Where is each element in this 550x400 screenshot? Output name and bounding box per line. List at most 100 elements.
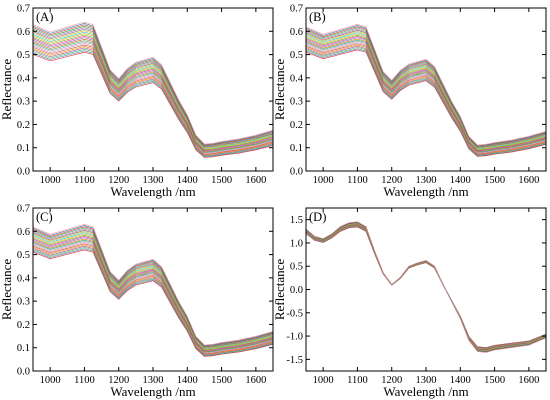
y-tick-label: 0.2 [290,120,303,131]
panel-label: (C) [36,210,53,224]
y-tick-label: 0.0 [17,367,30,378]
x-axis-title: Wavelength /nm [383,384,468,399]
spectrum-line [33,50,273,158]
panel-label: (B) [309,10,326,24]
x-tick-label: 1100 [74,375,95,386]
spectrum-line [33,23,273,145]
y-axis-title: Reflectance [0,259,14,321]
y-tick-label: 0.3 [17,297,30,308]
spectrum-line [33,244,273,355]
y-tick-label: 0.7 [290,4,303,15]
x-tick-label: 1000 [40,175,61,186]
x-tick-label: 1400 [450,375,471,386]
y-axis-title: Reflectance [272,59,287,121]
spectrum-line [306,225,546,349]
y-tick-label: 0.6 [17,27,30,38]
spectrum-line [306,44,546,155]
spectrum-line [306,32,546,150]
spectrum-line [33,228,273,348]
panel-c: 1000 1100 1200 1300 1400 1500 1600 0.0 0.1 0.2 0.3… [0,204,274,399]
spectrum-line [306,224,546,350]
y-tick-label: 0.5 [290,262,303,273]
spectrum-line [33,47,273,156]
spectrum-line [306,48,546,157]
spectra-group [306,221,546,353]
spectrum-line [33,31,273,149]
spectrum-line [306,49,546,157]
spectrum-line [33,243,273,355]
y-tick-label: 0.2 [17,120,30,131]
spectrum-line [33,43,273,154]
spectra-group [306,23,546,157]
y-tick-label: 0.2 [17,320,30,331]
spectrum-line [33,245,273,356]
spectrum-line [33,248,273,357]
spectrum-line [33,51,273,158]
spectrum-line [33,24,273,146]
spectrum-line [306,226,546,348]
spectrum-line [306,36,546,151]
spectra-group [33,21,273,158]
y-axis-title: Reflectance [272,259,287,321]
x-tick-label: 1100 [74,175,95,186]
y-tick-label: 0.1 [290,143,303,154]
spectrum-line [33,46,273,156]
spectrum-line [306,224,546,350]
spectrum-line [33,238,273,352]
y-tick-label: 0.0 [17,167,30,178]
spectrum-line [33,230,273,349]
spectrum-line [33,40,273,153]
spectrum-line [33,237,273,352]
spectrum-line [33,33,273,150]
spectrum-line [306,43,546,155]
spectrum-line [306,33,546,150]
x-tick-label: 1000 [313,375,334,386]
x-tick-label: 1600 [245,375,266,386]
spectrum-line [306,28,546,148]
x-tick-label: 1400 [177,175,198,186]
spectrum-line [306,26,546,147]
spectrum-line [306,225,546,349]
spectrum-line [306,23,546,146]
panel-label: (A) [36,10,53,24]
y-tick-label: -1.5 [286,355,303,366]
spectrum-line [306,226,546,349]
y-tick-label: 0.5 [17,250,30,261]
spectrum-line [306,42,546,154]
spectrum-line [33,226,273,347]
x-tick-label: 1100 [347,175,368,186]
spectrum-line [306,221,546,353]
spectrum-line [306,221,546,353]
x-axis-title: Wavelength /nm [110,184,195,199]
y-tick-label: 0.6 [17,227,30,238]
spectrum-line [306,27,546,147]
spectrum-line [306,223,546,351]
x-tick-label: 1100 [347,375,368,386]
spectrum-line [306,224,546,351]
spectrum-line [306,34,546,151]
x-tick-label: 1500 [484,175,505,186]
spectrum-line [306,39,546,153]
spectrum-line [306,224,546,351]
x-tick-label: 1200 [381,375,402,386]
spectrum-line [33,25,273,147]
spectrum-line [33,227,273,347]
spectrum-line [33,233,273,350]
panel-b: 1000 1100 1200 1300 1400 1500 1600 0.0 0.1 0.2 0.3… [272,4,547,199]
x-tick-label: 1600 [518,175,539,186]
spectra-group [33,223,273,357]
spectrum-line [306,222,546,352]
y-tick-label: 0.3 [17,97,30,108]
x-tick-label: 1600 [518,375,539,386]
y-tick-label: 0.1 [17,343,30,354]
spectrum-line [306,222,546,352]
spectrum-line [306,41,546,153]
x-tick-label: 1300 [416,375,437,386]
x-tick-label: 1300 [416,175,437,186]
panel-a: 1000 1100 1200 1300 1400 1500 1600 0.0 0.1 0.2 0.3… [0,4,274,199]
spectrum-line [306,223,546,351]
y-tick-label: 0.7 [17,4,30,15]
spectrum-line [33,38,273,153]
y-tick-label: 1.5 [290,215,303,226]
